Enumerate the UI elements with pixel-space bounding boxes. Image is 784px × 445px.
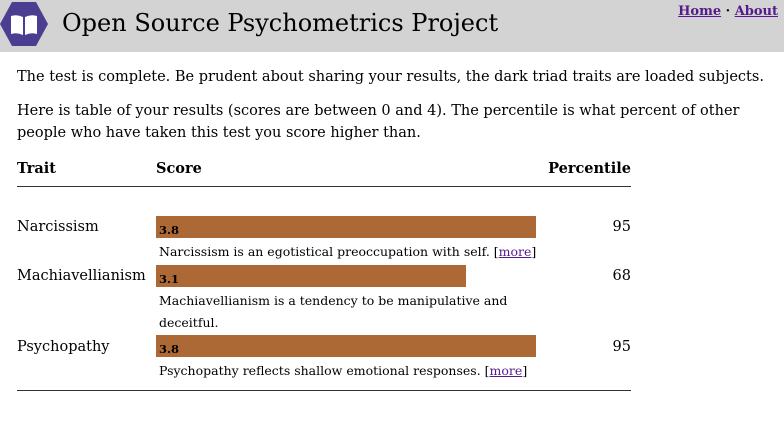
table-header-rule — [17, 186, 631, 187]
score-bar: 3.1 — [156, 265, 466, 287]
results-explanation: Here is table of your results (scores ar… — [17, 103, 740, 141]
description-text: Psychopathy reflects shallow emotional r… — [159, 363, 481, 378]
percentile-value: 95 — [612, 339, 631, 355]
trait-name: Machiavellianism — [17, 268, 146, 284]
table-footer-rule — [17, 390, 631, 391]
nav-separator: · — [721, 4, 735, 19]
score-value: 3.8 — [159, 223, 180, 237]
percentile-value: 95 — [612, 219, 631, 235]
trait-description: Psychopathy reflects shallow emotional r… — [159, 363, 528, 378]
site-header: Open Source Psychometrics Project Home ·… — [0, 0, 784, 52]
score-value: 3.1 — [159, 272, 180, 286]
percentile-value: 68 — [612, 268, 631, 284]
percentile-column-header: Percentile — [548, 160, 631, 177]
home-link[interactable]: Home — [678, 4, 722, 19]
completion-message: The test is complete. Be prudent about s… — [17, 69, 764, 85]
more-link[interactable]: more — [489, 363, 523, 378]
trait-description: Narcissism is an egotistical preoccupati… — [159, 244, 537, 259]
description-text: Machiavellianism is a tendency to be man… — [159, 293, 508, 330]
book-logo-icon[interactable] — [0, 2, 48, 46]
description-text: Narcissism is an egotistical preoccupati… — [159, 244, 490, 259]
trait-name: Narcissism — [17, 219, 99, 235]
score-column-header: Score — [156, 160, 202, 177]
score-bar: 3.8 — [156, 216, 536, 238]
more-link[interactable]: more — [498, 244, 532, 259]
trait-name: Psychopathy — [17, 339, 110, 355]
score-value: 3.8 — [159, 342, 180, 356]
top-nav: Home · About — [678, 4, 778, 19]
site-title: Open Source Psychometrics Project — [62, 9, 499, 37]
about-link[interactable]: About — [734, 4, 778, 19]
score-bar: 3.8 — [156, 335, 536, 357]
trait-column-header: Trait — [17, 160, 56, 177]
